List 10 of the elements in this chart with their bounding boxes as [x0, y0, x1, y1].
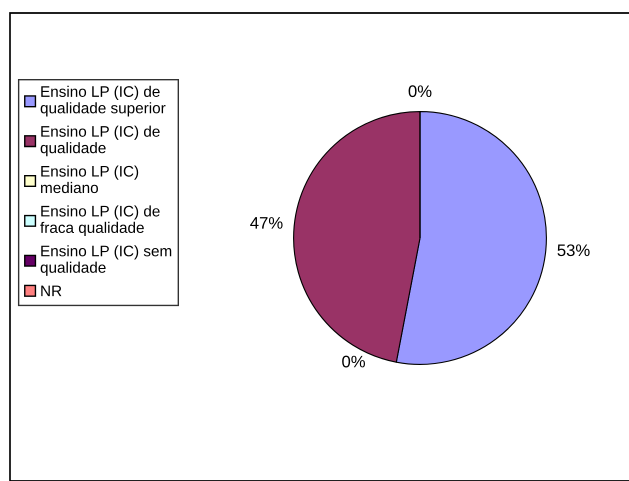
legend-label: Ensino LP (IC) de fraca qualidade — [40, 205, 160, 236]
legend-label: Ensino LP (IC) sem qualidade — [40, 245, 172, 276]
legend-label: Ensino LP (IC) de qualidade — [40, 126, 160, 156]
text: 0% — [408, 85, 432, 98]
legend-label: NR — [41, 286, 62, 296]
text: 0% — [342, 356, 365, 368]
legend-label: Ensino LP (IC) de qualidade superior — [40, 86, 166, 116]
data-label: 53% — [558, 244, 590, 256]
legend-label: Ensino LP (IC) mediano — [41, 165, 138, 194]
data-label: 47% — [250, 217, 283, 229]
